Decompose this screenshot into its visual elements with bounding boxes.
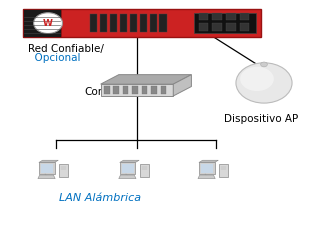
Polygon shape [110, 14, 117, 32]
Polygon shape [132, 86, 138, 94]
Text: Dispositivo AP: Dispositivo AP [224, 114, 298, 124]
Polygon shape [213, 13, 222, 20]
Polygon shape [140, 164, 149, 177]
Circle shape [236, 63, 292, 103]
Polygon shape [226, 23, 236, 31]
Polygon shape [120, 160, 139, 163]
Polygon shape [199, 13, 209, 20]
Text: Red Confiable/: Red Confiable/ [28, 44, 104, 54]
Polygon shape [240, 23, 249, 31]
Polygon shape [198, 175, 215, 179]
Polygon shape [219, 164, 228, 177]
Polygon shape [142, 86, 147, 94]
Polygon shape [90, 14, 97, 32]
Polygon shape [173, 75, 191, 96]
Polygon shape [121, 164, 134, 173]
Polygon shape [101, 75, 191, 84]
Polygon shape [119, 14, 127, 32]
Polygon shape [23, 9, 261, 37]
Polygon shape [23, 9, 61, 37]
Polygon shape [39, 160, 58, 163]
Polygon shape [123, 86, 128, 94]
Polygon shape [100, 14, 107, 32]
Text: W: W [43, 19, 53, 27]
Polygon shape [199, 23, 209, 31]
Polygon shape [160, 86, 166, 94]
Polygon shape [119, 175, 136, 179]
Polygon shape [39, 163, 54, 174]
Polygon shape [140, 14, 147, 32]
Polygon shape [201, 164, 213, 173]
Polygon shape [41, 164, 53, 173]
Polygon shape [120, 163, 135, 174]
Polygon shape [199, 163, 214, 174]
Text: Conmutador: Conmutador [84, 87, 149, 97]
Polygon shape [101, 84, 173, 96]
Polygon shape [59, 164, 68, 177]
Polygon shape [114, 86, 119, 94]
Polygon shape [159, 14, 167, 32]
Polygon shape [130, 14, 137, 32]
Polygon shape [149, 14, 157, 32]
Circle shape [240, 67, 274, 91]
Polygon shape [199, 160, 218, 163]
Circle shape [34, 13, 62, 33]
Polygon shape [151, 86, 157, 94]
Polygon shape [226, 13, 236, 20]
Text: LAN Alámbrica: LAN Alámbrica [59, 193, 142, 203]
Circle shape [261, 62, 267, 67]
Polygon shape [213, 23, 222, 31]
Polygon shape [104, 86, 110, 94]
Text: Opcional: Opcional [28, 53, 81, 63]
Polygon shape [240, 13, 249, 20]
Polygon shape [38, 175, 55, 179]
Polygon shape [194, 13, 256, 33]
